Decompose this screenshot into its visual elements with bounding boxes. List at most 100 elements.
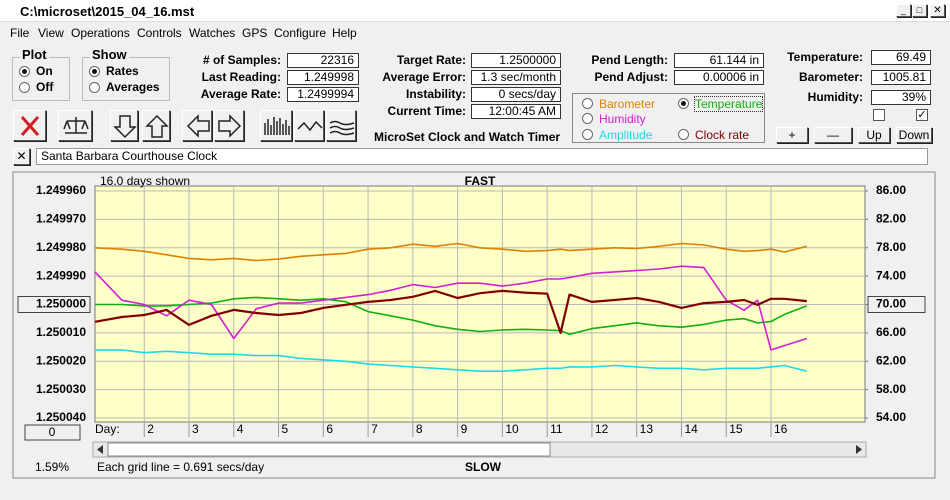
checkbox[interactable]: ✓ (916, 109, 928, 121)
x-tick-label: 16 (774, 422, 788, 436)
legend-label[interactable]: Amplitude (599, 128, 653, 142)
icon-button[interactable] (58, 110, 92, 141)
radio-button[interactable] (89, 66, 100, 77)
radio-button[interactable] (582, 129, 593, 140)
series-line (94, 265, 808, 351)
maximize-button[interactable]: □ (912, 4, 927, 17)
y2-tick-label: 66.00 (876, 325, 906, 339)
menu-item[interactable]: Watches (189, 26, 236, 40)
radio-button[interactable] (678, 129, 689, 140)
series-line (95, 296, 808, 336)
radio-button[interactable] (582, 113, 593, 124)
scroll-thumb (107, 442, 551, 457)
group-title: Plot (20, 47, 49, 62)
field-label: Target Rate: (396, 53, 466, 67)
legend-label[interactable]: Barometer (599, 97, 656, 111)
y-tick-label: 1.249970 (36, 212, 86, 226)
y-tick-label: 1.250010 (36, 325, 86, 339)
x-tick-label: 13 (640, 422, 654, 436)
scroll-value: 0 (49, 425, 56, 439)
x-axis-label: Day: (95, 422, 120, 436)
legend-label[interactable]: Humidity (599, 112, 646, 126)
x-tick-label: 6 (326, 422, 333, 436)
x-tick-label: 11 (550, 422, 563, 436)
y-tick-label: 1.249990 (36, 268, 86, 282)
radio-button[interactable] (678, 98, 689, 109)
field-label: Humidity: (807, 90, 863, 104)
days-shown: 16.0 days shown (100, 174, 190, 188)
field-label: Average Rate: (200, 87, 281, 101)
icon-button[interactable] (13, 110, 46, 141)
legend-label[interactable]: Temperature (693, 96, 764, 112)
field-label: Pend Adjust: (594, 70, 668, 84)
menu-item[interactable]: Help (332, 26, 357, 40)
y2-tick-label: 82.00 (876, 212, 906, 226)
title-bar: C:\microset\2015_04_16.mst _ □ ✕ (0, 0, 950, 22)
close-button[interactable]: ✕ (930, 4, 945, 17)
x-tick-label: 15 (729, 422, 743, 436)
menu-item[interactable]: GPS (242, 26, 268, 40)
value-field: 1.249998 (287, 70, 359, 85)
icon-button[interactable] (142, 110, 170, 141)
button[interactable]: Down (896, 127, 932, 143)
y2-tick-label: 70.00 (876, 297, 906, 311)
value-field: 1.2499994 (287, 87, 359, 102)
minimize-button[interactable]: _ (896, 4, 911, 17)
radio-button[interactable] (19, 66, 30, 77)
menu-item[interactable]: File (10, 26, 30, 40)
radio-button[interactable] (582, 98, 593, 109)
x-tick-label: 9 (461, 422, 468, 436)
icon (329, 120, 355, 136)
icon (264, 117, 290, 135)
radio-button[interactable] (19, 82, 30, 93)
menu-item[interactable]: Operations (71, 26, 130, 40)
checkbox[interactable] (873, 109, 885, 121)
menu-item[interactable]: Controls (137, 26, 182, 40)
fast-label: FAST (465, 174, 496, 188)
button[interactable]: — (814, 127, 852, 143)
series-line (95, 349, 807, 372)
menu-item[interactable]: Configure (274, 26, 327, 40)
y2-tick-label: 78.00 (876, 240, 906, 254)
button[interactable]: Up (858, 127, 890, 143)
y2-tick-label: 62.00 (876, 353, 906, 367)
icon (218, 114, 242, 138)
radio-label[interactable]: Averages (106, 80, 160, 94)
y2-tick-label: 54.00 (876, 410, 906, 424)
scroll-value-button (24, 424, 81, 441)
icon-button[interactable] (294, 110, 324, 141)
value-field: 1.3 sec/month (471, 70, 561, 85)
field-label: Last Reading: (201, 70, 281, 84)
icon (20, 116, 40, 136)
clear-button[interactable]: ✕ (13, 148, 30, 165)
series-line (94, 242, 807, 262)
y-tick-label: 1.249960 (36, 183, 86, 197)
menu-item[interactable]: View (38, 26, 64, 40)
radio-label[interactable]: Rates (106, 64, 139, 78)
window-title: C:\microset\2015_04_16.mst (20, 4, 195, 19)
field-label: Barometer: (798, 70, 863, 84)
icon-button[interactable] (110, 110, 138, 141)
button[interactable]: + (776, 127, 808, 143)
clock-name-field[interactable]: Santa Barbara Courthouse Clock (36, 148, 928, 165)
legend-label[interactable]: Clock rate (695, 128, 750, 142)
x-tick-label: 4 (237, 422, 244, 436)
y2-tick-label: 58.00 (876, 382, 906, 396)
x-tick-label: 12 (595, 422, 609, 436)
radio-button[interactable] (89, 82, 100, 93)
app-title: MicroSet Clock and Watch Timer (374, 130, 561, 144)
icon (297, 120, 323, 132)
grid-note: Each grid line = 0.691 secs/day (97, 460, 264, 474)
y2-tick-label: 74.00 (876, 268, 906, 282)
radio-label[interactable]: Off (36, 80, 54, 94)
y-tick-label: 1.250040 (36, 410, 86, 424)
icon-button[interactable] (214, 110, 244, 141)
icon-button[interactable] (182, 110, 212, 141)
x-tick-label: 7 (371, 422, 378, 436)
icon (63, 117, 89, 134)
icon-button[interactable] (260, 110, 292, 141)
radio-label[interactable]: On (36, 64, 53, 78)
icon-button[interactable] (326, 110, 356, 141)
